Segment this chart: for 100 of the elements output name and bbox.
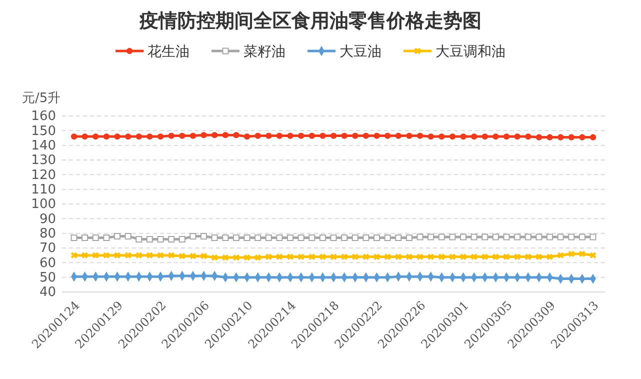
point: [384, 132, 391, 139]
point: [428, 133, 434, 140]
point: [70, 234, 78, 241]
point: [320, 254, 326, 260]
point: [308, 132, 315, 139]
point: [395, 254, 402, 260]
point: [157, 236, 164, 242]
point: [460, 254, 466, 260]
point: [546, 254, 553, 260]
point: [470, 234, 478, 240]
point: [254, 234, 262, 241]
legend-label: 大豆油: [340, 44, 382, 60]
y-tick-label: 60: [39, 256, 56, 271]
point: [406, 132, 412, 139]
point: [114, 133, 120, 140]
point: [124, 233, 132, 240]
y-tick-label: 50: [39, 270, 56, 286]
point: [124, 133, 132, 140]
point: [352, 132, 358, 139]
point: [200, 233, 207, 240]
point: [470, 254, 478, 260]
point: [438, 234, 445, 240]
y-tick-label: 130: [31, 153, 56, 168]
point: [330, 234, 337, 241]
point: [190, 233, 196, 240]
point: [362, 132, 370, 139]
point: [178, 252, 186, 260]
y-tick-label: 110: [31, 182, 56, 198]
point: [568, 134, 574, 140]
point: [244, 254, 250, 261]
y-tick-label: 140: [31, 138, 56, 154]
point: [438, 254, 445, 260]
point: [330, 254, 337, 260]
point: [298, 132, 304, 139]
point: [406, 254, 412, 260]
point: [330, 132, 337, 139]
point: [482, 254, 488, 260]
point: [557, 234, 564, 240]
point: [374, 132, 380, 139]
legend-label: 花生油: [148, 44, 190, 60]
point: [233, 254, 240, 261]
point: [146, 236, 153, 242]
point: [168, 236, 175, 242]
point: [233, 132, 240, 138]
y-tick-label: 150: [31, 124, 56, 139]
y-axis-title: 元/5升: [22, 91, 61, 106]
point: [103, 234, 110, 241]
point: [244, 133, 250, 140]
point: [341, 234, 348, 241]
point: [287, 254, 294, 260]
chart-title: 疫情防控期间全区食用油零售价格走势图: [138, 10, 482, 32]
point: [579, 134, 586, 140]
point: [449, 234, 456, 240]
point: [428, 254, 434, 260]
point: [211, 132, 218, 138]
point: [308, 234, 316, 241]
point: [428, 234, 434, 240]
point: [103, 133, 110, 140]
point: [70, 133, 78, 140]
y-tick-label: 90: [39, 212, 56, 227]
point: [568, 250, 575, 258]
point: [536, 134, 542, 140]
point: [157, 252, 164, 258]
point: [265, 254, 272, 260]
y-tick-label: 120: [31, 168, 56, 183]
point: [287, 234, 294, 241]
point: [190, 132, 196, 139]
point: [92, 252, 99, 258]
point: [298, 254, 304, 260]
point: [546, 134, 553, 140]
point: [492, 254, 499, 260]
y-tick-label: 80: [39, 226, 56, 242]
point: [449, 254, 456, 260]
point: [524, 234, 532, 240]
point: [276, 234, 283, 241]
point: [449, 133, 456, 140]
y-tick-label: 160: [31, 109, 56, 124]
point: [384, 254, 391, 260]
point: [546, 234, 553, 240]
point: [525, 133, 532, 140]
point: [298, 234, 304, 241]
point: [103, 252, 110, 258]
point: [524, 254, 532, 260]
point: [200, 252, 207, 260]
point: [157, 133, 164, 140]
point: [482, 234, 488, 240]
point: [514, 133, 520, 140]
point: [384, 234, 391, 241]
point: [470, 133, 478, 140]
point: [190, 252, 196, 260]
point: [503, 254, 510, 260]
point: [395, 132, 402, 139]
point: [578, 234, 586, 240]
point: [146, 252, 153, 258]
point: [536, 254, 542, 260]
point: [222, 254, 229, 261]
point: [222, 234, 229, 241]
point: [82, 133, 88, 140]
point: [590, 252, 596, 258]
point: [168, 252, 174, 258]
